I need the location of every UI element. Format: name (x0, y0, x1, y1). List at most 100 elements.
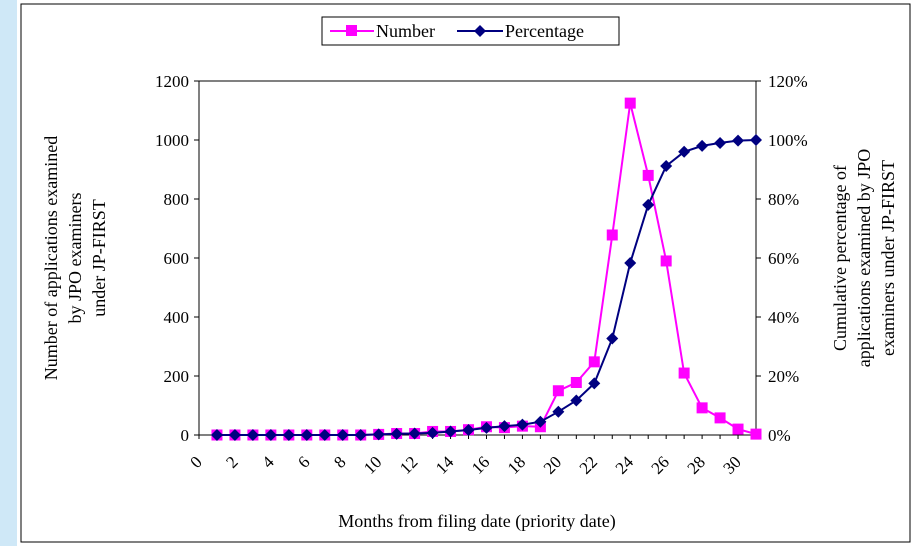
data-point (678, 367, 690, 379)
axis-title-line: under JP-FIRST (89, 199, 109, 317)
x-tick-label: 18 (504, 452, 529, 477)
data-point (228, 429, 241, 441)
x-tick-label: 24 (612, 452, 638, 478)
legend-number-label: Number (376, 21, 435, 41)
line-chart: Number Percentage 020040060080010001200 … (20, 3, 911, 543)
left-axis-title: Number of applications examined by JPO ex… (41, 136, 109, 380)
x-tick-label: 30 (719, 452, 744, 477)
legend: Number Percentage (321, 16, 620, 46)
legend-percentage-label: Percentage (505, 21, 584, 41)
data-point (624, 97, 636, 109)
left-tick-label: 0 (181, 426, 190, 445)
x-tick-label: 2 (222, 452, 241, 471)
data-point (498, 420, 511, 433)
data-point (318, 429, 331, 441)
data-point (462, 423, 475, 436)
data-point (534, 415, 547, 428)
x-tick-label: 14 (432, 452, 458, 478)
data-point (660, 255, 672, 267)
axis-title-line: by JPO examiners (65, 193, 85, 324)
right-tick-label: 100% (768, 131, 808, 150)
left-tick-label: 200 (164, 367, 190, 386)
data-point (624, 257, 637, 270)
data-point (354, 429, 367, 441)
left-tick-label: 1200 (155, 72, 189, 91)
left-tick-label: 600 (164, 249, 190, 268)
data-point (264, 429, 277, 441)
x-tick-label: 8 (330, 452, 349, 471)
data-point (480, 421, 493, 434)
data-point (642, 169, 654, 181)
x-tick-label: 0 (186, 452, 205, 471)
x-tick-label: 16 (468, 452, 493, 477)
left-axis-ticks: 0 200 400 600 800 1000 1200 (155, 72, 199, 445)
series-number (211, 97, 762, 441)
data-point (300, 429, 313, 441)
plot-area (198, 80, 757, 436)
data-point (714, 136, 727, 149)
chart-outer-border (20, 3, 911, 543)
right-tick-label: 0% (768, 426, 791, 445)
legend-number-marker (346, 25, 357, 36)
series-percentage (210, 134, 762, 441)
x-tick-label: 26 (648, 452, 673, 477)
data-point (570, 376, 582, 388)
data-point (246, 429, 259, 441)
left-color-strip (0, 0, 17, 546)
data-point (516, 418, 529, 431)
x-tick-label: 12 (396, 452, 421, 477)
left-tick-label: 1000 (155, 131, 189, 150)
x-tick-label: 6 (294, 452, 313, 471)
axis-title-line: Cumulative percentage of (830, 165, 850, 351)
right-axis-title: Cumulative percentage of applications exa… (830, 149, 898, 367)
data-point (552, 405, 565, 418)
data-point (696, 402, 708, 414)
data-point (552, 385, 564, 397)
data-point (390, 427, 403, 440)
data-point (714, 412, 726, 424)
data-point (444, 425, 457, 438)
series-line (217, 139, 757, 436)
data-point (588, 356, 600, 368)
data-point (426, 426, 439, 439)
right-axis-ticks: 0% 20% 40% 60% 80% 100% 120% (756, 72, 808, 445)
axis-title-line: Number of applications examined (41, 136, 61, 380)
x-tick-label: 10 (360, 452, 385, 477)
data-point (678, 145, 691, 158)
axis-title-line: examiners under JP-FIRST (878, 160, 898, 356)
x-tick-label: 20 (540, 452, 565, 477)
data-point (750, 134, 762, 146)
x-axis-title: Months from filing date (priority date) (338, 511, 615, 532)
data-point (642, 198, 655, 211)
right-tick-label: 120% (768, 72, 808, 91)
left-tick-label: 400 (164, 308, 190, 327)
legend-percentage-marker (474, 25, 486, 37)
data-point (336, 429, 349, 441)
right-tick-label: 20% (768, 367, 799, 386)
right-tick-label: 80% (768, 190, 799, 209)
data-point (660, 159, 673, 172)
data-point (606, 332, 619, 345)
x-tick-label: 28 (683, 452, 708, 477)
data-point (570, 394, 583, 407)
data-point (696, 139, 709, 152)
right-tick-label: 60% (768, 249, 799, 268)
data-point (408, 427, 421, 440)
x-axis-ticks: 0 2 4 6 8 10 12 14 16 18 20 22 24 26 28 30 (186, 435, 757, 478)
left-tick-label: 800 (164, 190, 190, 209)
data-point (210, 429, 223, 441)
axis-title-line: applications examined by JPO (854, 149, 874, 367)
data-point (732, 423, 744, 435)
data-point (282, 429, 295, 441)
data-point (750, 428, 762, 440)
data-point (732, 134, 745, 147)
x-tick-label: 4 (258, 452, 278, 472)
series-line (217, 102, 757, 436)
data-point (588, 377, 601, 390)
data-point (606, 229, 618, 241)
x-tick-label: 22 (576, 452, 601, 477)
chart-container: Number Percentage 0 200 400 600 800 1000 1200 … (17, 0, 914, 546)
right-tick-label: 40% (768, 308, 799, 327)
data-point (372, 428, 385, 441)
